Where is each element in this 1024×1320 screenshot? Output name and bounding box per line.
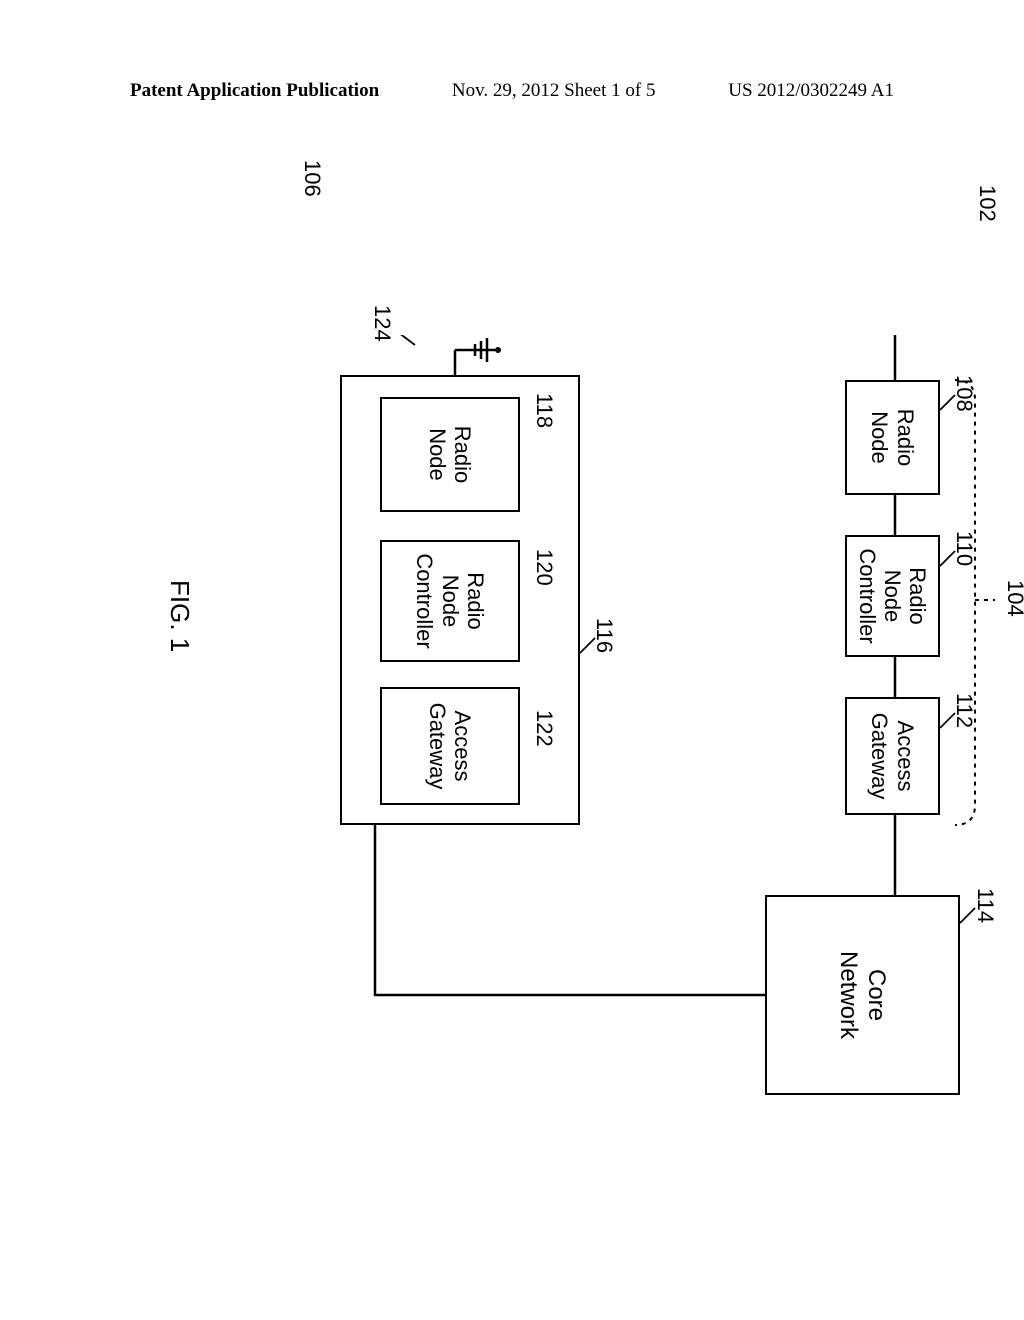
ref-122: 122	[531, 710, 557, 747]
ref-106: 106	[299, 160, 325, 197]
ref-104: 104	[1002, 580, 1024, 617]
ref-114: 114	[972, 888, 998, 923]
leader-124	[395, 335, 415, 345]
rnc-macro-label: RadioNodeController	[855, 548, 931, 643]
radio-node-combined-box: RadioNode	[380, 397, 520, 512]
ag-c-label: AccessGateway	[425, 703, 476, 790]
ref-108: 108	[951, 375, 977, 412]
radio-node-c-label: RadioNode	[425, 426, 476, 483]
antenna-icon	[455, 338, 501, 362]
header-left: Patent Application Publication	[130, 80, 379, 102]
radio-node-macro-label: RadioNode	[867, 409, 918, 466]
access-gateway-macro-box: AccessGateway	[845, 697, 940, 815]
figure-1-diagram: RadioNode RadioNodeController AccessGate…	[45, 335, 995, 1015]
macro-group-bracket	[955, 380, 975, 825]
ref-124: 124	[369, 305, 395, 342]
ref-112: 112	[951, 693, 977, 728]
radio-node-macro-box: RadioNode	[845, 380, 940, 495]
ref-102: 102	[974, 185, 1000, 222]
ref-118: 118	[531, 393, 557, 428]
rnc-macro-box: RadioNodeController	[845, 535, 940, 657]
ref-110: 110	[951, 531, 977, 566]
rnc-c-label: RadioNodeController	[412, 553, 488, 648]
ref-116: 116	[591, 618, 617, 653]
header-right: US 2012/0302249 A1	[728, 80, 894, 102]
core-network-label: CoreNetwork	[835, 951, 890, 1039]
access-gateway-combined-box: AccessGateway	[380, 687, 520, 805]
ref-120: 120	[531, 549, 557, 586]
header-center: Nov. 29, 2012 Sheet 1 of 5	[452, 80, 656, 102]
ag-macro-label: AccessGateway	[867, 713, 918, 800]
figure-label: FIG. 1	[164, 580, 195, 652]
rnc-combined-box: RadioNodeController	[380, 540, 520, 662]
core-network-box: CoreNetwork	[765, 895, 960, 1095]
